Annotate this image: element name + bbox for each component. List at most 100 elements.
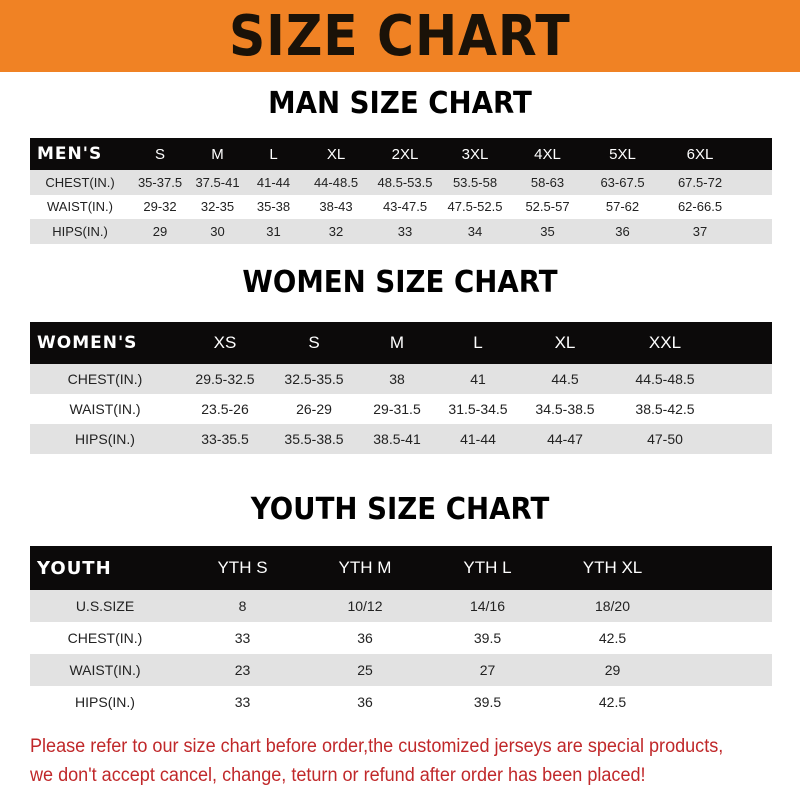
- table-header-row: WOMEN'S XS S M L XL XXL: [30, 322, 772, 364]
- table-cell: 38-43: [319, 199, 353, 215]
- table-cell: S: [308, 333, 320, 352]
- table-cell: M: [211, 145, 224, 163]
- table-row: CHEST(IN.) 33 36 39.5 42.5: [30, 622, 772, 654]
- table-cell: 35: [540, 223, 555, 239]
- table-row: WAIST(IN.) 23 25 27 29: [30, 654, 772, 686]
- table-cell: 29.5-32.5: [195, 371, 255, 387]
- table-cell: 35.5-38.5: [284, 431, 344, 447]
- table-cell: 36: [615, 223, 630, 239]
- table-cell: 27: [479, 662, 496, 678]
- row-label: HIPS(IN.): [52, 223, 108, 239]
- table-cell: 38.5-41: [373, 431, 421, 447]
- table-cell: 35-37.5: [137, 174, 183, 190]
- row-label: WOMEN'S: [37, 333, 138, 353]
- table-cell: 31: [266, 223, 281, 239]
- row-label: WAIST(IN.): [69, 662, 141, 678]
- table-cell: 4XL: [534, 145, 561, 163]
- youth-size-table: YOUTH YTH S YTH M YTH L YTH XL U.S.SIZE 8 10/12…: [30, 546, 772, 718]
- youth-title: YOUTH SIZE CHART: [250, 492, 550, 527]
- table-row: U.S.SIZE 8 10/12 14/16 18/20: [30, 590, 772, 622]
- table-cell: 33: [234, 694, 251, 710]
- table-row: HIPS(IN.) 29 30 31 32 33 34 35 36 37: [30, 219, 772, 244]
- table-cell: 44.5-48.5: [635, 371, 695, 387]
- women-size-table: WOMEN'S XS S M L XL XXL CHEST(IN.) 29.5-32.5 32.5…: [30, 322, 772, 454]
- table-cell: 35-38: [256, 199, 291, 215]
- table-cell: 43-47.5: [382, 199, 428, 215]
- table-cell: 33: [397, 223, 413, 239]
- men-title: MAN SIZE CHART: [268, 86, 532, 121]
- table-cell: M: [389, 333, 405, 352]
- table-row: CHEST(IN.) 35-37.5 37.5-41 41-44 44-48.5 48.5…: [30, 170, 772, 195]
- table-cell: XL: [554, 333, 576, 352]
- table-cell: 29-32: [143, 199, 177, 215]
- table-cell: 26-29: [296, 401, 332, 417]
- women-title: WOMEN SIZE CHART: [242, 265, 558, 300]
- table-cell: 8: [238, 598, 247, 614]
- table-cell: 42.5: [598, 694, 627, 710]
- table-cell: XS: [213, 333, 237, 352]
- table-cell: 53.5-58: [452, 174, 498, 190]
- table-cell: 44-47: [547, 431, 583, 447]
- table-cell: 62-66.5: [677, 199, 723, 215]
- table-cell: 32.5-35.5: [284, 371, 344, 387]
- table-cell: 14/16: [469, 598, 506, 614]
- table-cell: 32: [328, 223, 344, 239]
- table-cell: 38.5-42.5: [635, 401, 695, 417]
- table-cell: 41-44: [256, 174, 291, 190]
- table-row: HIPS(IN.) 33 36 39.5 42.5: [30, 686, 772, 718]
- table-cell: L: [269, 145, 278, 163]
- table-cell: XL: [326, 145, 346, 163]
- table-cell: 47.5-52.5: [447, 199, 503, 215]
- table-cell: 42.5: [598, 630, 627, 646]
- table-cell: 5XL: [609, 145, 636, 163]
- men-size-table: MEN'S S M L XL 2XL 3XL 4XL 5XL 6XL CHEST(IN.) 35-37…: [30, 138, 772, 244]
- notice-line-1: Please refer to our size chart before or…: [30, 736, 724, 757]
- table-row: CHEST(IN.) 29.5-32.5 32.5-35.5 38 41 44.5 44.5…: [30, 364, 772, 394]
- table-header-row: MEN'S S M L XL 2XL 3XL 4XL 5XL 6XL: [30, 138, 772, 170]
- table-cell: 44.5: [551, 371, 579, 387]
- table-cell: 29: [604, 662, 621, 678]
- table-cell: 23.5-26: [201, 401, 249, 417]
- table-cell: YTH L: [463, 558, 512, 577]
- row-label: U.S.SIZE: [75, 598, 135, 614]
- table-cell: S: [154, 145, 165, 163]
- table-cell: 6XL: [686, 145, 714, 163]
- row-label: HIPS(IN.): [75, 694, 135, 710]
- table-cell: 36: [357, 630, 373, 646]
- table-cell: 34: [467, 223, 483, 239]
- table-cell: 29: [152, 223, 168, 239]
- table-row: WAIST(IN.) 29-32 32-35 35-38 38-43 43-47.5 47.…: [30, 194, 772, 219]
- banner: SIZE CHART: [0, 0, 800, 72]
- row-label: YOUTH: [37, 557, 112, 579]
- row-label: HIPS(IN.): [75, 431, 135, 447]
- table-cell: 36: [357, 694, 373, 710]
- table-cell: 18/20: [594, 598, 631, 614]
- table-cell: 67.5-72: [677, 174, 723, 190]
- table-cell: 32-35: [200, 199, 235, 215]
- table-cell: 58-63: [530, 174, 565, 190]
- table-cell: YTH M: [338, 558, 392, 577]
- table-cell: 63-67.5: [600, 174, 645, 190]
- table-cell: 41-44: [460, 431, 496, 447]
- table-cell: 33: [234, 630, 251, 646]
- row-label: WAIST(IN.): [69, 401, 141, 417]
- table-cell: 38: [389, 371, 405, 387]
- banner-title: SIZE CHART: [229, 3, 571, 69]
- table-cell: 10/12: [347, 598, 383, 614]
- table-cell: 41: [470, 371, 486, 387]
- table-cell: 30: [210, 223, 225, 239]
- table-cell: 37: [692, 223, 708, 239]
- table-cell: 3XL: [461, 145, 489, 163]
- table-row: WAIST(IN.) 23.5-26 26-29 29-31.5 31.5-34.5 34…: [30, 394, 772, 424]
- table-cell: 2XL: [391, 145, 419, 163]
- row-label: MEN'S: [37, 144, 103, 164]
- table-cell: 44-48.5: [313, 174, 359, 190]
- table-cell: 34.5-38.5: [535, 401, 595, 417]
- row-label: CHEST(IN.): [67, 630, 143, 646]
- table-cell: 39.5: [473, 694, 502, 710]
- row-label: CHEST(IN.): [45, 174, 115, 190]
- table-cell: 47-50: [647, 431, 683, 447]
- table-cell: 25: [357, 662, 373, 678]
- table-header-row: YOUTH YTH S YTH M YTH L YTH XL: [30, 546, 772, 590]
- table-cell: 39.5: [473, 630, 502, 646]
